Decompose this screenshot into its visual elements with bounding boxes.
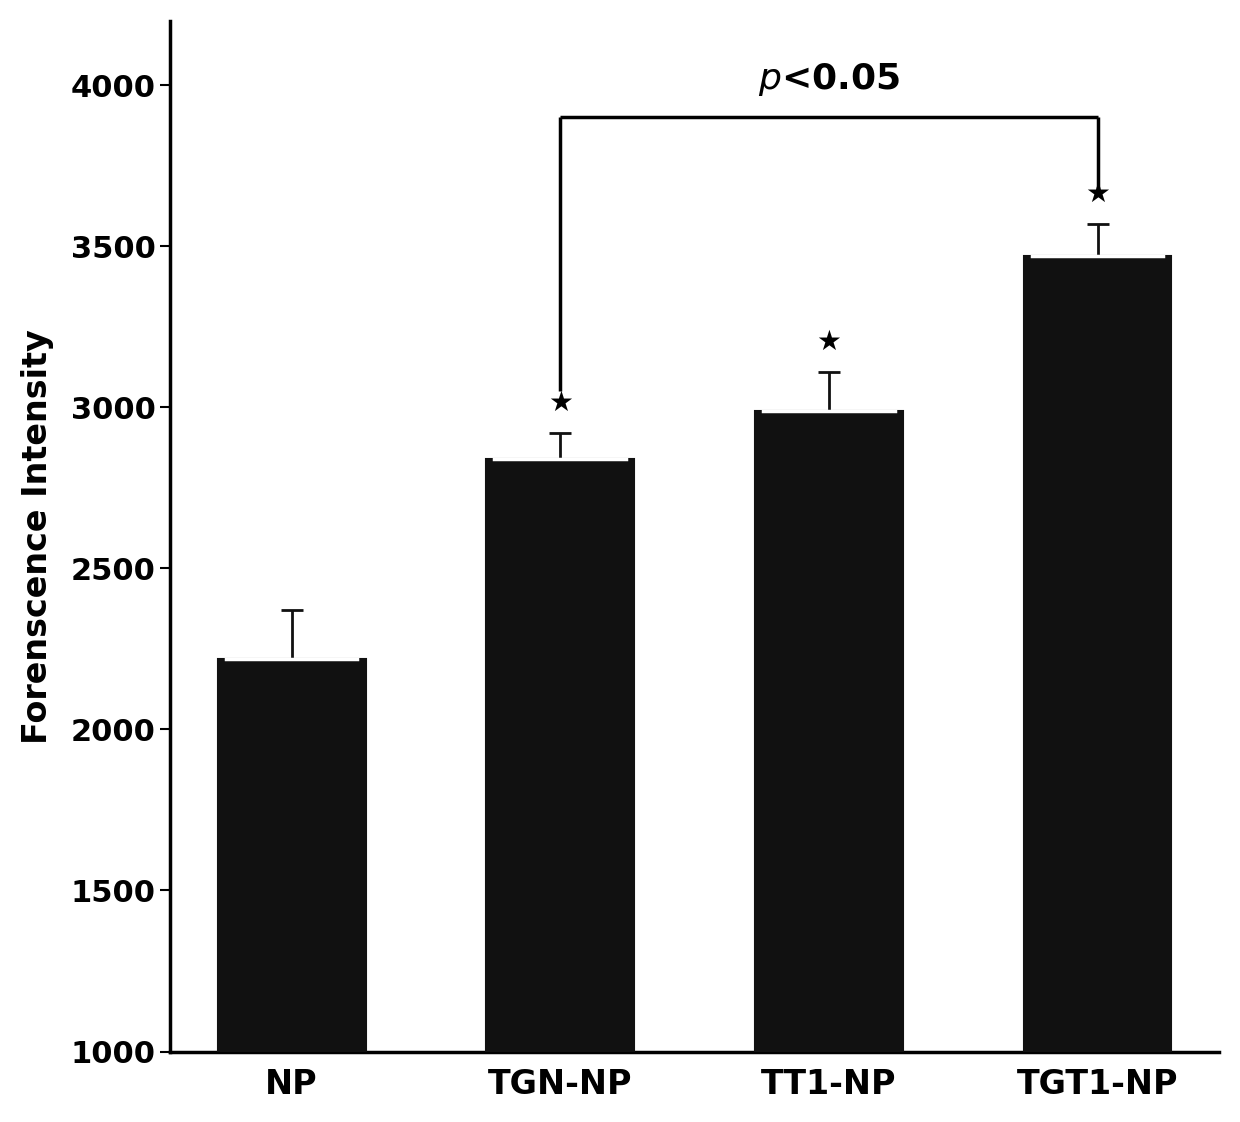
- Y-axis label: Forenscence Intensity: Forenscence Intensity: [21, 329, 53, 744]
- Bar: [755, 411, 903, 1051]
- Text: ★: ★: [816, 328, 842, 356]
- Bar: [218, 659, 366, 1051]
- Bar: [486, 459, 634, 1051]
- Bar: [1024, 256, 1172, 1051]
- Text: ★: ★: [1085, 180, 1110, 208]
- Text: ★: ★: [548, 389, 573, 417]
- Text: $\it{p}$<0.05: $\it{p}$<0.05: [758, 61, 900, 98]
